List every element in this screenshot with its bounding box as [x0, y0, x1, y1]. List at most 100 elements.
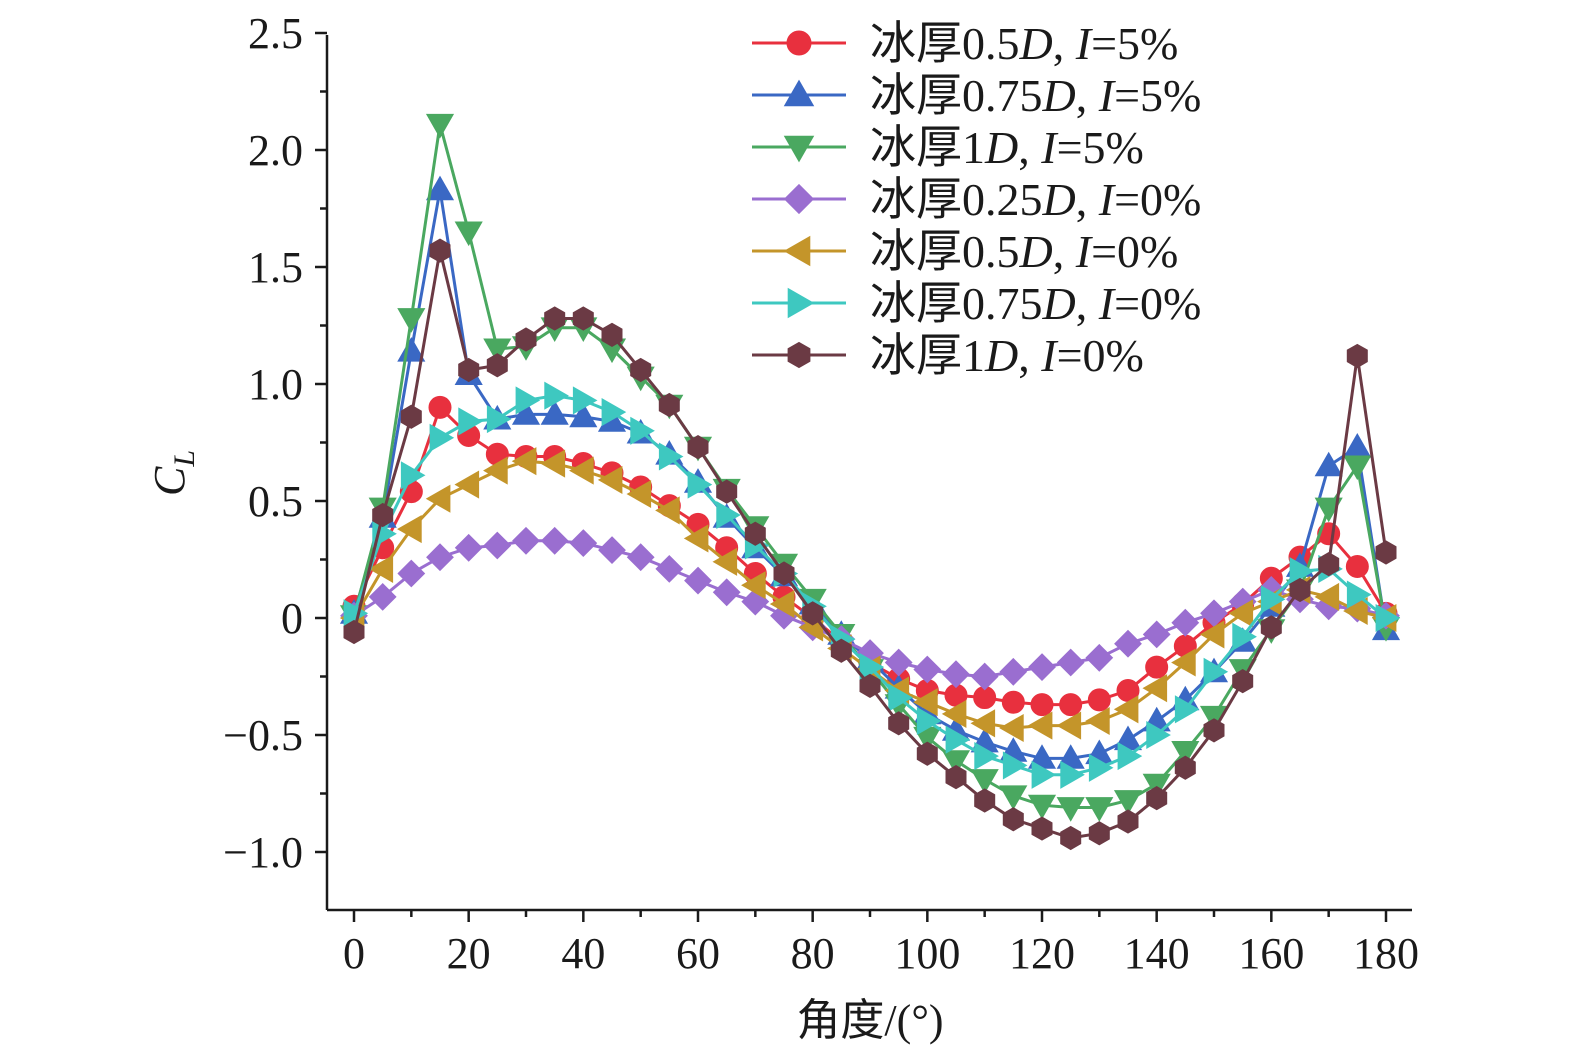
data-point	[1289, 577, 1311, 603]
x-axis-title: 角度/(°)	[796, 996, 943, 1045]
data-point	[569, 529, 598, 558]
data-point	[655, 496, 680, 525]
data-point	[1056, 648, 1085, 677]
legend-label-variable: I	[1075, 18, 1094, 69]
data-point	[744, 521, 766, 546]
data-point	[544, 381, 569, 410]
legend-label-variable: D	[984, 330, 1018, 381]
data-point	[454, 221, 483, 247]
data-point	[483, 456, 508, 485]
data-point	[1260, 615, 1282, 640]
legend-label-text: 冰厚1	[870, 122, 985, 173]
x-tick-label: 80	[791, 929, 835, 978]
data-point	[458, 357, 480, 383]
legend-item: 冰厚0.75D, I=0%	[752, 278, 1201, 329]
legend-item: 冰厚0.75D, I=5%	[752, 70, 1201, 121]
legend-label-variable: D	[1019, 226, 1053, 277]
x-tick-label: 120	[1009, 929, 1075, 978]
y-tick-label: 1.5	[248, 243, 303, 292]
legend-swatch-marker	[787, 287, 815, 319]
data-point	[687, 470, 713, 499]
data-point	[1117, 809, 1139, 834]
legend-label-variable: D	[1019, 18, 1053, 69]
data-point	[1027, 794, 1057, 820]
x-tick-label: 160	[1238, 929, 1304, 978]
x-tick-label: 20	[447, 929, 491, 978]
legend-label-text: ,	[1076, 174, 1099, 225]
y-axis-title-main: C	[145, 466, 194, 496]
data-point	[1260, 585, 1286, 614]
data-point	[716, 479, 738, 504]
data-point	[684, 566, 712, 595]
x-tick-label: 40	[561, 929, 605, 978]
data-point	[454, 470, 480, 499]
series-6	[343, 381, 1401, 789]
data-point	[397, 515, 422, 544]
data-point	[569, 402, 598, 428]
legend-label-text: =5%	[1091, 18, 1178, 69]
data-point	[1203, 718, 1225, 743]
x-tick-label: 140	[1124, 929, 1190, 978]
data-point	[511, 447, 537, 476]
data-point	[1203, 657, 1229, 686]
data-point	[942, 660, 970, 689]
data-point	[1056, 711, 1082, 740]
data-point	[683, 524, 709, 553]
data-point	[1343, 455, 1372, 481]
legend-label-text: ,	[1018, 122, 1041, 173]
legend-label-text: =0%	[1057, 330, 1144, 381]
data-point	[773, 561, 795, 586]
data-point	[540, 400, 569, 425]
data-point	[1146, 720, 1171, 750]
legend-label-variable: I	[1098, 174, 1117, 225]
data-point	[741, 571, 766, 600]
legend-swatch-marker	[783, 135, 815, 163]
y-axis-title-subscript: L	[168, 450, 201, 468]
data-point	[630, 416, 655, 445]
data-point	[913, 655, 942, 684]
legend-label: 冰厚1D, I=5%	[870, 122, 1144, 173]
data-point	[544, 306, 566, 331]
y-tick-label: 1.0	[248, 360, 303, 409]
data-point	[454, 533, 483, 562]
data-point	[974, 788, 996, 813]
y-axis-ticks: −1.0 −0.5 0 0.5 1.0 1.5 2.0 2.5	[223, 9, 327, 877]
data-point	[1085, 797, 1114, 822]
legend-swatch-marker	[783, 79, 815, 107]
legend-label-text: ,	[1076, 70, 1099, 121]
legend-label-text: =5%	[1114, 70, 1201, 121]
legend-swatch-marker	[783, 235, 811, 267]
data-point	[1117, 742, 1143, 771]
data-point	[655, 554, 684, 583]
data-point	[397, 308, 426, 333]
data-point	[888, 683, 913, 712]
data-point	[1142, 773, 1171, 799]
data-point	[1088, 753, 1114, 782]
data-point	[368, 582, 397, 611]
data-point	[1346, 343, 1368, 369]
legend-label-text: 冰厚0.5	[870, 18, 1020, 69]
data-point	[515, 327, 537, 352]
data-point	[712, 578, 741, 607]
legend-swatch-marker	[783, 183, 815, 215]
data-point	[999, 657, 1028, 686]
data-point	[658, 392, 680, 418]
data-point	[1088, 821, 1110, 846]
data-point	[884, 648, 913, 677]
data-point	[483, 531, 512, 560]
y-tick-label: 0	[281, 594, 303, 643]
legend-label-variable: D	[1042, 174, 1076, 225]
data-point	[1375, 540, 1397, 565]
data-point	[458, 407, 483, 436]
data-point	[598, 536, 626, 565]
legend-label-variable: I	[1040, 330, 1059, 381]
data-point	[941, 699, 967, 728]
data-point	[970, 662, 999, 691]
data-point	[486, 405, 512, 434]
data-point	[1146, 786, 1168, 811]
data-point	[343, 619, 365, 645]
data-point	[1145, 655, 1169, 679]
data-point	[515, 386, 541, 415]
data-point	[597, 465, 623, 494]
data-point	[945, 725, 971, 754]
